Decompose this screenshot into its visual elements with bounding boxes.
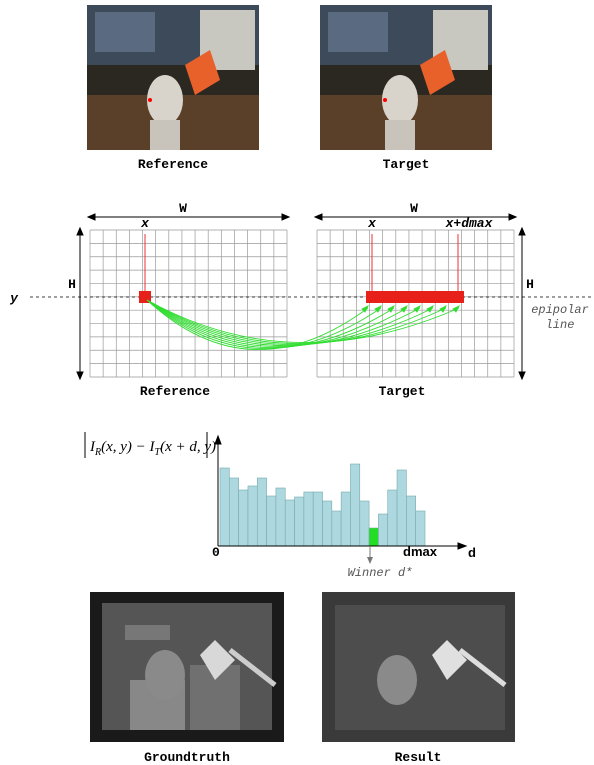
match-curve [147, 300, 459, 343]
cost-bar [360, 501, 369, 546]
diagram: Reference Target W W x x x+dmax H H y ep… [0, 0, 594, 765]
dmax-label: dmax [403, 544, 438, 559]
x-label: x [140, 216, 150, 231]
cost-bar [406, 496, 415, 546]
caption: Reference [138, 157, 208, 172]
target-photo [320, 5, 492, 150]
arrow-head [453, 306, 459, 312]
cost-bar [397, 470, 406, 546]
cost-bar [304, 492, 313, 546]
cost-bar [323, 501, 332, 546]
cost-bar [248, 486, 257, 546]
caption: Groundtruth [144, 750, 230, 765]
d-label: d [468, 545, 476, 560]
cost-bar [267, 496, 276, 546]
epipolar-label: line [546, 318, 575, 332]
height-label: H [68, 277, 76, 292]
winner-label: Winner d* [348, 566, 413, 580]
cost-bar [416, 511, 425, 546]
match-curves [147, 300, 459, 350]
arrow-head [440, 306, 446, 312]
width-label: W [179, 201, 187, 216]
cost-bar [229, 478, 238, 546]
caption: Reference [140, 384, 210, 399]
cost-bar [257, 478, 266, 546]
cost-bar [276, 488, 285, 546]
caption: Target [379, 384, 426, 399]
cost-bar [332, 511, 341, 546]
height-label: H [526, 277, 534, 292]
cost-bar [313, 492, 322, 546]
caption: Target [383, 157, 430, 172]
search-range [366, 291, 464, 303]
width-label: W [410, 201, 418, 216]
result-image [322, 592, 515, 742]
cost-bar [295, 497, 304, 546]
x-dmax-label: x+dmax [445, 216, 494, 231]
cost-bar [285, 500, 294, 546]
formula-text: IR(x, y) − IT(x + d, y) [89, 439, 216, 458]
reference-photo [87, 5, 259, 150]
formula: IR(x, y) − IT(x + d, y) [85, 432, 216, 458]
x-label: x [367, 216, 377, 231]
cost-bar [220, 468, 229, 546]
cost-bar [239, 490, 248, 546]
cost-bars [220, 464, 425, 546]
cost-bar [378, 514, 387, 546]
groundtruth-image [90, 592, 284, 742]
arrow-head [427, 306, 433, 312]
cost-bar [369, 528, 378, 546]
epipolar-label: epipolar [531, 303, 589, 317]
cost-bar [388, 490, 397, 546]
cost-bar [350, 464, 359, 546]
caption: Result [395, 750, 442, 765]
row-label: y [9, 291, 19, 306]
origin-label: 0 [212, 545, 220, 560]
cost-bar [341, 492, 350, 546]
